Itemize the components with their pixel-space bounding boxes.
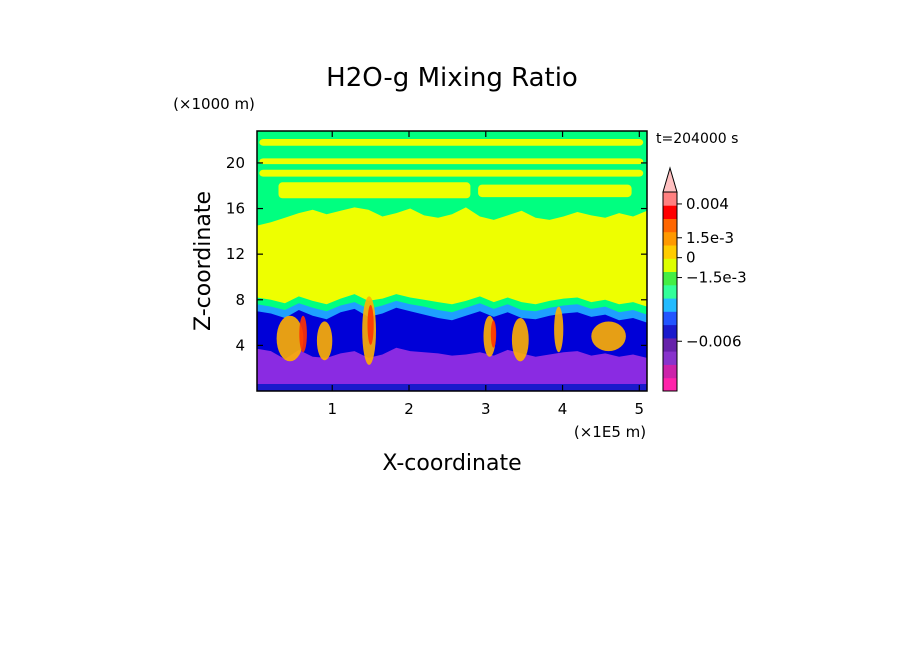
- plume-8: [367, 304, 374, 345]
- colorbar-label: 1.5e-3: [686, 229, 734, 247]
- plume-7: [299, 315, 307, 353]
- moisture-band-3: [278, 182, 471, 199]
- colorbar-segment: [663, 324, 677, 339]
- y-tick-label: 12: [226, 245, 245, 263]
- plume-4: [511, 318, 529, 362]
- colorbar-segment: [663, 364, 677, 379]
- colorbar-segment: [663, 231, 677, 246]
- colorbar: 0.004 1.5e-3 0 −1.5e-3 −0.006: [662, 166, 747, 392]
- colorbar-segment: [663, 245, 677, 259]
- y-tick-label: 16: [226, 200, 245, 218]
- layer-purple: [257, 347, 647, 391]
- colorbar-label: 0: [686, 249, 696, 267]
- moisture-band-0: [259, 158, 644, 165]
- colorbar-label: −1.5e-3: [686, 269, 747, 287]
- colorbar-segment: [663, 298, 677, 312]
- moisture-band-4: [478, 184, 632, 198]
- colorbar-segment: [663, 218, 677, 233]
- colorbar-arrow: [662, 166, 678, 193]
- colorbar-segment: [663, 351, 677, 365]
- colorbar-frame: [662, 191, 678, 392]
- plume-6: [591, 321, 626, 352]
- plot-frame: [256, 130, 648, 392]
- y-tick-label: 20: [226, 154, 245, 172]
- y-axis: 4 8 12 16 20: [226, 154, 647, 354]
- colorbar-label: −0.006: [686, 332, 742, 350]
- colorbar-segment: [663, 271, 677, 286]
- x-tick-label: 1: [327, 400, 337, 418]
- colorbar-segment: [663, 205, 677, 219]
- moisture-band-2: [259, 139, 644, 146]
- plume-0: [276, 315, 304, 362]
- colorbar-segment: [663, 284, 677, 299]
- time-label: t=204000 s: [656, 131, 738, 147]
- plume-9: [490, 320, 497, 348]
- y-tick-label: 4: [235, 336, 245, 354]
- colorbar-segment: [663, 258, 677, 272]
- colorbar-segment: [663, 311, 677, 326]
- colorbar-label: 0.004: [686, 195, 729, 213]
- x-tick-label: 2: [404, 400, 414, 418]
- plot-area: [257, 131, 647, 391]
- moisture-band-1: [259, 169, 644, 177]
- y-axis-label: Z-coordinate: [191, 191, 216, 331]
- x-tick-label: 4: [558, 400, 568, 418]
- y-tick-label: 8: [235, 291, 245, 309]
- chart-title: H2O-g Mixing Ratio: [326, 63, 578, 93]
- x-axis-label: X-coordinate: [382, 451, 521, 476]
- x-tick-label: 3: [481, 400, 491, 418]
- colorbar-segment: [663, 337, 677, 352]
- y-axis-unit: (×1000 m): [173, 95, 255, 113]
- colorbar-segment: [663, 192, 677, 206]
- plume-1: [316, 321, 333, 361]
- x-axis-unit: (×1E5 m): [574, 423, 646, 441]
- surface-band: [257, 384, 647, 391]
- colorbar-segment: [663, 377, 677, 392]
- x-tick-label: 5: [635, 400, 645, 418]
- x-axis: 1 2 3 4 5: [327, 131, 644, 418]
- plume-5: [554, 306, 564, 353]
